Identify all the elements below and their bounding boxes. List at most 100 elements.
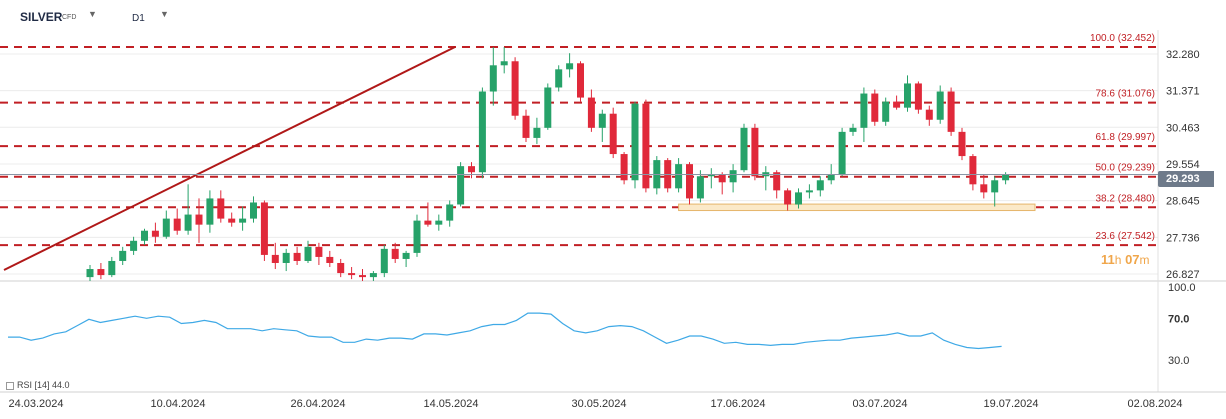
- candle-body: [195, 214, 203, 225]
- candle-body: [805, 190, 813, 193]
- candle-body: [925, 109, 933, 120]
- candle-body: [533, 127, 541, 138]
- candle-body: [740, 127, 748, 171]
- candle-body: [904, 83, 911, 108]
- candle-body: [108, 260, 116, 276]
- candle-body: [369, 273, 377, 278]
- fib-level-label: 38.2 (28.480): [1096, 193, 1156, 204]
- candle-body: [871, 93, 879, 122]
- support-zone: [678, 203, 1036, 212]
- date-axis: 24.03.2024 10.04.2024 26.04.2024 14.05.2024…: [0, 391, 1226, 410]
- x-tick-label: 17.06.2024: [710, 398, 765, 410]
- candle-body: [359, 275, 366, 278]
- candle-body: [500, 61, 508, 66]
- candle-body: [914, 83, 922, 110]
- candle-body: [980, 184, 988, 193]
- rsi-tick-label: 70.0: [1168, 313, 1189, 325]
- trend-line: [3, 46, 456, 271]
- rsi-tick-label: 30.0: [1168, 355, 1189, 367]
- candle-body: [784, 190, 792, 205]
- candle-body: [293, 252, 301, 261]
- candle-body: [271, 254, 279, 263]
- rsi-indicator-label[interactable]: RSI [14] 44.0: [6, 380, 70, 390]
- grid-lines: [0, 30, 1226, 392]
- candle-body: [446, 204, 454, 221]
- candle-body: [413, 220, 421, 253]
- candle-body: [337, 262, 345, 274]
- candle-body: [609, 113, 617, 155]
- candle-body: [228, 218, 236, 223]
- symbol-name[interactable]: SILVER: [20, 10, 63, 24]
- y-tick-label: 26.827: [1166, 269, 1200, 281]
- candle-body: [686, 164, 693, 199]
- candle-body: [707, 174, 715, 177]
- x-tick-label: 03.07.2024: [852, 398, 907, 410]
- x-tick-label: 02.08.2024: [1127, 398, 1182, 410]
- candle-body: [849, 127, 857, 132]
- candle-body: [141, 230, 148, 241]
- candle-body: [457, 166, 465, 205]
- x-tick-label: 26.04.2024: [290, 398, 345, 410]
- candle-countdown: 11h 07m: [1101, 252, 1150, 267]
- candle-body: [620, 154, 628, 181]
- candle-body: [642, 103, 650, 189]
- y-tick-label: 31.371: [1166, 86, 1200, 98]
- fib-level-label: 50.0 (29.239): [1096, 163, 1156, 174]
- candle-body: [151, 230, 159, 237]
- timeframe-dropdown-icon[interactable]: ▼: [160, 9, 169, 19]
- candle-body: [827, 174, 835, 181]
- candle-body: [315, 246, 323, 257]
- candle-body: [860, 93, 868, 128]
- candle-body: [250, 202, 257, 219]
- candle-body: [130, 240, 138, 251]
- candle-body: [173, 218, 181, 231]
- candle-body: [555, 69, 563, 88]
- symbol-dropdown-icon[interactable]: ▼: [88, 9, 97, 19]
- candle-body: [478, 91, 486, 173]
- y-tick-label: 27.736: [1166, 232, 1200, 244]
- candle-body: [424, 220, 432, 225]
- fibonacci-levels: 100.0 (32.452) 78.6 (31.076) 61.8 (29.997)…: [0, 33, 1158, 247]
- candle-body: [326, 256, 334, 263]
- candle-body: [282, 252, 290, 263]
- candle-body: [468, 166, 475, 173]
- x-tick-label: 24.03.2024: [8, 398, 63, 410]
- candle-body: [86, 269, 94, 278]
- timeframe-selector[interactable]: D1: [132, 13, 145, 24]
- candle-body: [577, 63, 584, 98]
- candle-body: [675, 164, 683, 189]
- y-tick-label: 32.280: [1166, 49, 1200, 61]
- candle-body: [969, 156, 977, 185]
- indicator-settings-icon[interactable]: [6, 381, 14, 390]
- candle-body: [402, 252, 410, 259]
- support-zone-rect: [678, 203, 1036, 212]
- x-tick-label: 10.04.2024: [150, 398, 205, 410]
- candle-body: [162, 218, 170, 237]
- rising-trend-line: [3, 46, 456, 271]
- candle-body: [587, 97, 595, 128]
- candle-body: [838, 131, 846, 175]
- candle-body: [1002, 174, 1010, 181]
- candle-body: [566, 63, 574, 70]
- candle-body: [391, 248, 399, 259]
- candle-body: [631, 103, 639, 181]
- candle-body: [511, 61, 519, 116]
- candle-body: [936, 91, 944, 120]
- candle-body: [435, 220, 443, 225]
- candle-body: [729, 170, 737, 183]
- candle-body: [696, 176, 704, 199]
- candle-body: [795, 192, 802, 205]
- candle-body: [816, 180, 824, 191]
- candle-body: [380, 248, 388, 274]
- last-price-badge: 29.293: [1158, 171, 1214, 187]
- candle-body: [348, 273, 356, 276]
- fib-level-label: 78.6 (31.076): [1096, 89, 1156, 100]
- candle-body: [958, 131, 966, 157]
- candle-body: [206, 198, 214, 225]
- candle-body: [893, 101, 901, 108]
- price-axis: 32.280 31.371 30.463 29.554 28.645 27.736 26.8…: [1166, 49, 1200, 281]
- candle-body: [882, 101, 890, 122]
- candle-body: [522, 115, 530, 138]
- candle-body: [239, 218, 247, 223]
